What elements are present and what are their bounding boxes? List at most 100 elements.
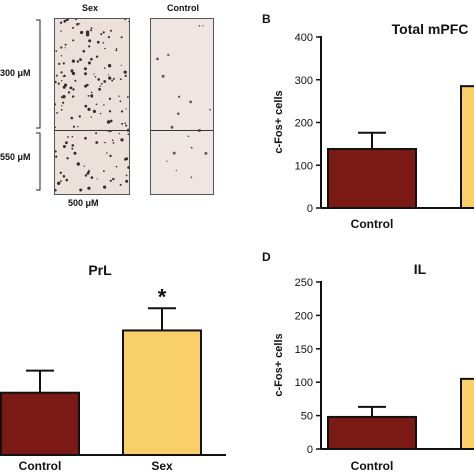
cell-dot (109, 179, 112, 182)
cell-dot (79, 188, 83, 192)
cell-dot (125, 108, 127, 110)
chart-title: PrL (88, 262, 112, 278)
cell-dot (71, 135, 74, 138)
cell-dot (62, 62, 65, 65)
cell-dot (63, 83, 68, 87)
cell-dot (108, 110, 112, 113)
cell-dot (127, 133, 129, 136)
cell-dot (84, 104, 88, 108)
cell-dot (124, 74, 127, 77)
cell-dot (161, 74, 165, 78)
cell-dot (62, 175, 66, 178)
cell-dot (60, 109, 63, 111)
cell-dot (62, 95, 66, 99)
category-label: Control (351, 217, 394, 231)
cell-dot (71, 144, 75, 147)
cell-dot (55, 103, 57, 106)
cell-dot (102, 31, 105, 34)
cell-dot (107, 64, 112, 68)
cell-dot (55, 155, 58, 158)
y-tick-label: 0 (307, 203, 313, 215)
cell-dot (73, 151, 77, 155)
cell-dot (58, 62, 61, 65)
cell-dot (190, 146, 193, 149)
cell-dot (120, 64, 122, 66)
cell-dot (102, 42, 105, 44)
cell-dot (72, 125, 75, 128)
cell-dot (156, 57, 159, 61)
cell-dot (167, 53, 170, 57)
cell-dot (55, 126, 56, 129)
cell-dot (90, 57, 93, 61)
cell-dot (92, 109, 96, 113)
cell-dot (112, 142, 115, 144)
image-divider (151, 130, 213, 131)
cell-dot (99, 85, 101, 87)
cell-dot (64, 47, 66, 49)
cell-dot (62, 145, 66, 148)
cell-dot (72, 88, 75, 91)
cell-dot (198, 24, 201, 27)
y-tick-label: 250 (295, 277, 313, 289)
cell-dot (78, 115, 81, 118)
cell-dot (128, 20, 129, 23)
y-tick-label: 100 (295, 160, 313, 172)
cell-dot (71, 147, 74, 150)
cell-dot (202, 25, 204, 27)
cell-dot (76, 22, 79, 26)
y-tick-label: 400 (295, 32, 313, 44)
cell-dot (94, 76, 97, 78)
cell-dot (78, 23, 81, 25)
cell-dot (56, 112, 58, 114)
cell-dot (111, 139, 114, 142)
cell-dot (95, 132, 98, 135)
cell-dot (115, 49, 118, 52)
cell-dot (87, 61, 91, 65)
cell-dot (112, 177, 115, 181)
cell-dot (87, 95, 90, 97)
cell-dot (106, 152, 108, 154)
y-axis-label: c-Fos+ cells (273, 90, 285, 153)
cell-dot (90, 27, 93, 29)
cell-dot (120, 138, 124, 142)
cell-dot (111, 79, 114, 82)
cell-dot (103, 104, 105, 106)
cell-dot (90, 176, 94, 179)
cell-dot (118, 132, 120, 135)
cell-dot (108, 74, 110, 76)
cell-dot (118, 95, 120, 97)
cell-dot (97, 78, 100, 81)
cell-dot (119, 100, 122, 103)
cell-dots-control (156, 24, 211, 179)
cell-dot (90, 91, 93, 94)
cell-dot (87, 107, 91, 111)
cell-dot (63, 74, 66, 78)
column-header-sex: Sex (81, 3, 98, 13)
cell-dot (57, 181, 61, 185)
micrograph-panel: Sex Control 300 μM 550 μM 500 μM (0, 0, 225, 230)
cell-dot (70, 70, 73, 73)
cell-dot (103, 80, 107, 83)
y-tick-label: 200 (295, 310, 313, 322)
column-header-control: Control (167, 3, 199, 13)
cell-dot (170, 125, 174, 129)
cell-dot (108, 97, 112, 101)
cell-dot (103, 185, 107, 189)
cell-dot (55, 50, 58, 52)
cell-dot (95, 55, 99, 58)
cell-dot (77, 126, 79, 128)
cell-dot (60, 96, 63, 99)
cell-dot (55, 188, 57, 192)
cell-dot (71, 95, 75, 98)
cell-dot (72, 26, 74, 29)
cell-dot (119, 183, 122, 186)
cell-dot (95, 103, 98, 106)
cell-dot (86, 172, 90, 175)
cell-dot (124, 157, 129, 161)
chart-title: Total mPFC (392, 21, 469, 37)
bar-partial (460, 377, 474, 450)
cell-dot (127, 96, 129, 98)
cell-dot (80, 30, 84, 35)
micrograph-sex (54, 18, 130, 195)
cell-dot (60, 55, 63, 57)
